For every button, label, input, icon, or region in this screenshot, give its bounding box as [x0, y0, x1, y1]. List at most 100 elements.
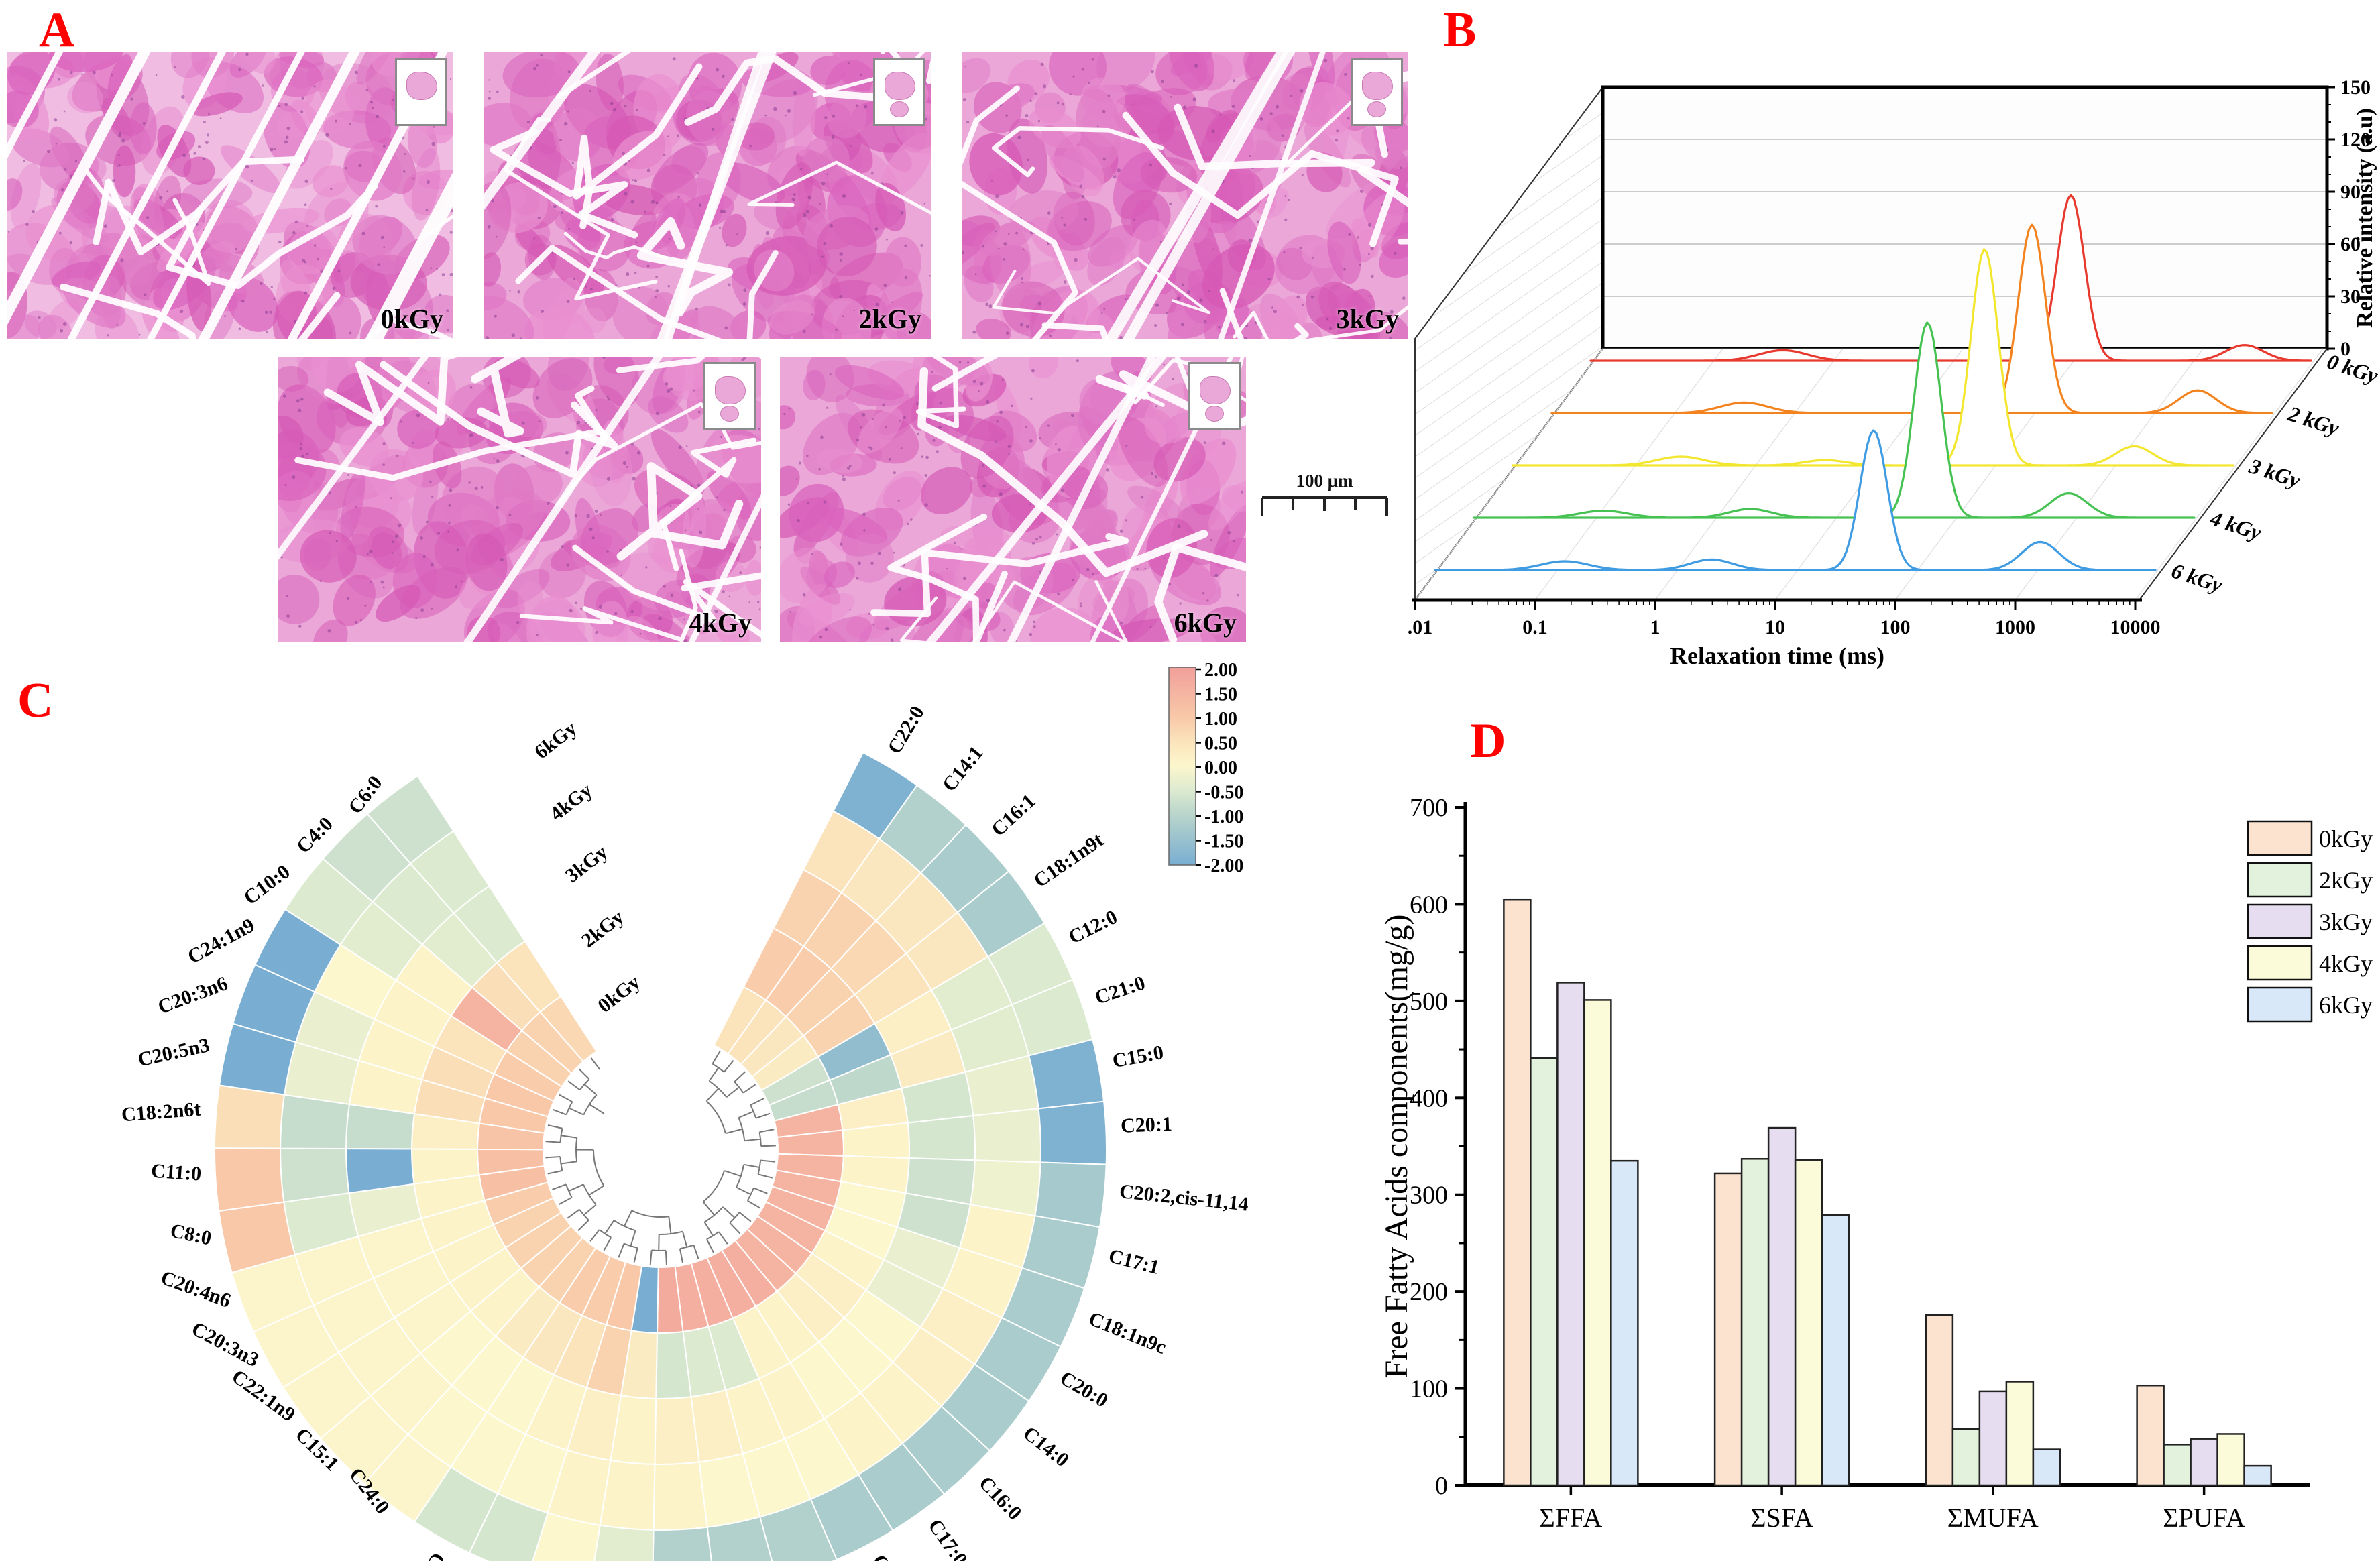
- colorbar-tick-label: -1.50: [1204, 831, 1243, 852]
- x-tick-label: 0.1: [1522, 616, 1548, 638]
- bar-6kGy-ΣSFA: [1821, 1214, 1850, 1487]
- heatmap-cell: [652, 1526, 712, 1561]
- series-label: 0 kGy: [2324, 349, 2380, 388]
- heatmap-cell: [532, 1512, 601, 1561]
- x-category-label: ΣSFA: [1750, 1503, 1813, 1533]
- y-tick-label: 150: [2340, 76, 2371, 99]
- heatmap-cell: [214, 1147, 285, 1212]
- tissue-inset-thumbnail: [873, 58, 925, 126]
- waterfall-curve-6kGy: [1434, 429, 2157, 571]
- waterfall-curve-0kGy: [1589, 194, 2312, 362]
- wall-back: [1602, 86, 2328, 349]
- fatty-acid-label: C14:0: [1019, 1422, 1073, 1471]
- fatty-acid-label: C24:1n9: [184, 914, 258, 968]
- colorbar-tick-label: 2.00: [1204, 660, 1237, 681]
- tissue-inset-thumbnail: [1188, 362, 1241, 430]
- cluster-dendrogram: [545, 1051, 776, 1265]
- y-tick-label: 30: [2340, 286, 2361, 308]
- colorbar-tick-label: 1.00: [1204, 709, 1237, 730]
- y-tick-label: 90: [2340, 181, 2361, 203]
- legend-label: 6kGy: [2319, 992, 2373, 1019]
- bar-4kGy-ΣPUFA: [2216, 1433, 2245, 1487]
- bar-2kGy-ΣMUFA: [1951, 1428, 1981, 1487]
- colorbar-tick-label: -0.50: [1204, 783, 1243, 803]
- colorbar: [1168, 667, 1196, 866]
- fatty-acid-label: C18:0: [868, 1551, 911, 1561]
- fatty-acid-label: C22:0: [883, 702, 929, 758]
- ring-dose-label: 3kGy: [561, 841, 612, 887]
- legend-label: 3kGy: [2319, 909, 2373, 935]
- scale-bar-ruler: [1261, 496, 1388, 516]
- fatty-acid-label: C20:2,cis-11,14: [1119, 1180, 1250, 1216]
- heatmap-cell: [759, 1498, 838, 1561]
- bar-3kGy-ΣFFA: [1556, 982, 1585, 1487]
- heatmap-cell: [366, 774, 455, 865]
- legend-label: 2kGy: [2319, 867, 2373, 894]
- tissue-inset-thumbnail: [1351, 58, 1403, 126]
- fatty-acid-label: C14:1: [938, 742, 988, 795]
- fatty-acid-label: C22:2n6: [394, 1549, 449, 1561]
- ring-dose-label: 4kGy: [546, 779, 597, 825]
- bar-4kGy-ΣFFA: [1583, 999, 1612, 1487]
- dose-label: 6kGy: [1174, 608, 1237, 638]
- fatty-acid-label: C18:1n9c: [1086, 1308, 1170, 1358]
- histology-image-4kgy: 4kGy: [278, 357, 761, 642]
- tissue-texture: [7, 52, 453, 339]
- panel-a-letter: A: [39, 3, 75, 58]
- ring-dose-label: 2kGy: [577, 906, 628, 952]
- x-tick-label: 10000: [2110, 616, 2161, 638]
- y-tick-label: 600: [1410, 890, 1448, 919]
- bar-2kGy-ΣSFA: [1740, 1158, 1770, 1487]
- heatmap-cell: [214, 1084, 286, 1149]
- legend-swatch-4kGy: [2247, 945, 2313, 981]
- dose-label: 0kGy: [380, 304, 443, 334]
- colorbar-tick-label: 0.00: [1204, 758, 1237, 778]
- bar-0kGy-ΣMUFA: [1925, 1314, 1954, 1487]
- x-category-label: ΣFFA: [1540, 1503, 1603, 1533]
- dose-label: 4kGy: [689, 608, 752, 638]
- bar-3kGy-ΣPUFA: [2190, 1438, 2218, 1487]
- tissue-inset-thumbnail: [703, 362, 756, 430]
- panel-b-letter: B: [1443, 3, 1477, 58]
- y-tick-label: 0: [1435, 1472, 1448, 1500]
- bar-0kGy-ΣPUFA: [2136, 1384, 2165, 1487]
- heatmap-cell: [1037, 1100, 1107, 1165]
- y-tick-label: 200: [1410, 1278, 1448, 1306]
- fatty-acid-label: C8:0: [168, 1220, 213, 1250]
- y-axis-title: Free Fatty Acids components(mg/g): [1379, 915, 1414, 1379]
- ring-dose-label: 6kGy: [530, 717, 581, 763]
- fatty-acid-label: C11:0: [150, 1160, 202, 1186]
- relaxation-waterfall-chart: 0 30 60 90 120 150 Relative intensity (a.u) 0.0…: [1408, 76, 2380, 669]
- fatty-acid-label: C15:0: [1111, 1041, 1165, 1072]
- dose-label: 2kGy: [858, 304, 921, 334]
- bar-0kGy-ΣFFA: [1503, 898, 1532, 1487]
- heatmap-cell: [706, 1516, 773, 1561]
- bar-6kGy-ΣPUFA: [2243, 1464, 2272, 1487]
- histology-image-2kgy: 2kGy: [484, 52, 931, 339]
- scale-bar-label: 100 μm: [1296, 471, 1353, 491]
- colorbar-tick-label: 1.50: [1204, 685, 1237, 705]
- fatty-acid-label: C20:4n6: [158, 1267, 233, 1312]
- heatmap-cell: [907, 1114, 976, 1161]
- bar-3kGy-ΣSFA: [1767, 1126, 1797, 1487]
- colorbar-tick-label: -1.00: [1204, 807, 1243, 827]
- fatty-acid-label: C18:2n6t: [121, 1098, 201, 1126]
- series-label: 6 kGy: [2169, 558, 2226, 597]
- heatmap-cell: [653, 1461, 708, 1531]
- y-axis-title: Relative intensity (a.u): [2353, 108, 2377, 328]
- y-tick-label: 300: [1410, 1181, 1448, 1210]
- tissue-texture: [962, 52, 1408, 339]
- heatmap-cell: [593, 1524, 655, 1561]
- fatty-acid-label: C10:0: [239, 860, 294, 909]
- panel-d-letter: D: [1470, 713, 1506, 768]
- colorbar-tick-label: 0.50: [1204, 734, 1237, 754]
- x-axis-title: Relaxation time (ms): [1670, 642, 1884, 669]
- y-tick-label: 400: [1410, 1084, 1448, 1112]
- fatty-acid-label: C18:1n9t: [1030, 829, 1108, 892]
- x-category-label: ΣPUFA: [2163, 1503, 2245, 1533]
- fatty-acid-label: C20:3n6: [155, 972, 231, 1019]
- y-tick-label: 700: [1410, 794, 1448, 822]
- bar-6kGy-ΣMUFA: [2032, 1448, 2061, 1487]
